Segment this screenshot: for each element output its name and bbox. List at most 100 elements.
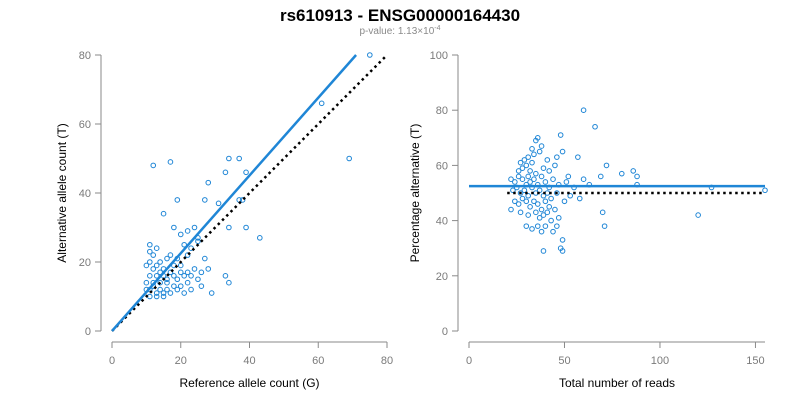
left-data-point (143, 279, 150, 286)
right-data-point (515, 168, 522, 174)
right-data-point (519, 195, 526, 202)
right-data-point (527, 204, 533, 210)
left-data-point (160, 210, 167, 217)
right-data-point (531, 151, 537, 158)
left-data-point (184, 279, 191, 286)
left-y-tick-label: 20 (79, 257, 91, 269)
right-data-point (565, 173, 572, 180)
right-data-point (525, 212, 532, 218)
right-data-point (519, 176, 526, 182)
left-fit-line (111, 54, 357, 332)
right-data-point (546, 204, 553, 210)
left-data-point (226, 224, 232, 231)
right-data-point (597, 173, 604, 180)
left-data-point (171, 273, 177, 279)
left-data-point (143, 262, 150, 269)
right-data-point (575, 154, 581, 160)
left-data-point (150, 252, 157, 258)
right-y-tick-label: 0 (442, 326, 448, 338)
right-data-point (580, 176, 587, 182)
right-data-point (515, 201, 522, 207)
right-y-tick-label: 20 (436, 271, 448, 283)
right-data-point (542, 223, 549, 229)
chart-title: rs610913 - ENSG00000164430 (280, 6, 520, 25)
right-y-axis-label: Percentage alternative (T) (408, 124, 422, 263)
left-data-point (171, 283, 177, 289)
left-data-point (153, 293, 160, 300)
left-data-point (184, 252, 191, 258)
right-data-point (525, 173, 532, 180)
left-data-point (164, 255, 170, 262)
left-x-tick-label: 60 (312, 355, 324, 367)
left-data-point (184, 228, 191, 234)
left-data-point (157, 286, 163, 293)
left-x-axis-label: Reference allele count (G) (179, 376, 319, 390)
left-data-point (153, 262, 160, 269)
right-data-point (527, 179, 533, 185)
left-x-tick-label: 20 (175, 355, 187, 367)
right-data-point (542, 179, 549, 185)
left-data-point (188, 273, 194, 279)
left-panel-scatter: 0 20 40 60 80 0 20 40 60 80 Reference allele count… (55, 50, 393, 390)
left-data-point (202, 197, 208, 203)
left-y-axis-label: Alternative allele count (T) (55, 123, 69, 262)
left-data-point (208, 290, 215, 296)
left-data-point (147, 273, 153, 279)
right-data-point (563, 179, 570, 185)
left-data-point (222, 273, 229, 279)
left-y-tick-label: 60 (79, 119, 91, 131)
right-y-tick-label: 100 (430, 50, 448, 62)
left-data-point (147, 259, 153, 265)
left-data-point (243, 169, 249, 176)
left-data-point (160, 290, 167, 296)
left-data-point (191, 266, 198, 272)
right-data-point (552, 162, 558, 169)
left-data-point (236, 155, 242, 162)
right-data-point (762, 187, 768, 194)
right-data-point (544, 157, 551, 163)
right-data-point (548, 217, 554, 224)
left-data-point (198, 269, 205, 276)
left-data-point (188, 286, 194, 293)
p-value-exponent: -4 (434, 25, 440, 32)
right-data-point (555, 215, 562, 221)
left-data-point (222, 169, 229, 176)
left-data-point (239, 197, 246, 203)
left-data-point (164, 279, 170, 286)
right-data-point (540, 165, 547, 171)
left-data-point (147, 293, 153, 300)
left-data-point (174, 276, 181, 283)
right-data-point (580, 107, 587, 113)
left-reference-line (111, 54, 388, 332)
right-data-point (695, 212, 701, 218)
right-data-point (512, 179, 518, 185)
left-data-point (177, 283, 184, 289)
right-data-point (523, 162, 530, 169)
right-data-point (517, 190, 524, 196)
right-x-tick-label: 150 (746, 355, 764, 367)
left-data-point (184, 269, 191, 276)
right-data-point (534, 223, 541, 229)
right-data-point (529, 159, 535, 166)
right-data-point (529, 146, 535, 152)
right-x-tick-label: 50 (558, 355, 570, 367)
right-data-point (527, 168, 533, 174)
left-data-point (153, 273, 160, 279)
left-data-point (226, 155, 232, 162)
right-data-point (510, 187, 516, 194)
right-data-point (523, 198, 530, 205)
left-data-point (205, 266, 212, 272)
right-data-point (536, 215, 543, 221)
right-data-point (523, 223, 530, 229)
left-data-point (153, 245, 160, 251)
right-data-point (630, 168, 637, 174)
right-data-point (534, 201, 541, 207)
left-data-point (205, 179, 212, 186)
right-data-point (559, 248, 566, 254)
left-y-tick-label: 40 (79, 188, 91, 200)
right-data-point (521, 187, 528, 194)
right-data-point (554, 223, 560, 229)
right-data-point (542, 198, 549, 205)
right-y-tick-label: 40 (436, 216, 448, 228)
right-data-point (525, 154, 532, 160)
